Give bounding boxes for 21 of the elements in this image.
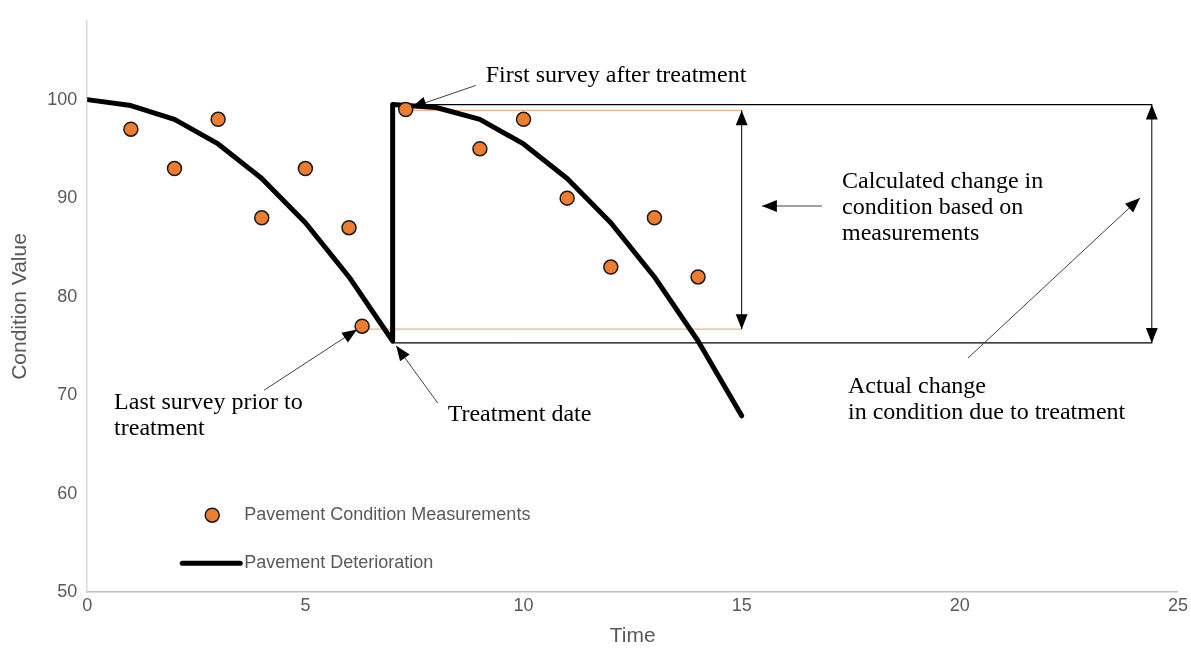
legend-label: Pavement Condition Measurements	[244, 504, 531, 525]
annotation: Calculated change in condition based on measurements	[842, 167, 1044, 246]
x-tick-label: 25	[1167, 594, 1188, 615]
y-tick-label: 80	[57, 285, 78, 306]
x-tick-label: 0	[82, 594, 93, 615]
y-axis-title: Condition Value	[7, 233, 31, 380]
x-tick-label: 10	[513, 594, 534, 615]
y-tick-label: 100	[47, 88, 78, 109]
x-tick-label: 20	[949, 594, 970, 615]
y-tick-label: 70	[57, 384, 78, 405]
y-tick-label: 60	[57, 482, 78, 503]
x-axis-title: Time	[609, 623, 656, 647]
x-tick-label: 5	[300, 594, 311, 615]
legend-label: Pavement Deterioration	[244, 552, 434, 573]
annotation: Actual change in condition due to treatment	[848, 372, 1126, 425]
y-tick-label: 50	[57, 581, 78, 602]
annotation: First survey after treatment	[485, 60, 747, 87]
annotation: Treatment date	[447, 400, 592, 427]
x-tick-label: 15	[731, 594, 752, 615]
annotation: Last survey prior to treatment	[114, 387, 303, 440]
y-tick-label: 90	[57, 187, 78, 208]
